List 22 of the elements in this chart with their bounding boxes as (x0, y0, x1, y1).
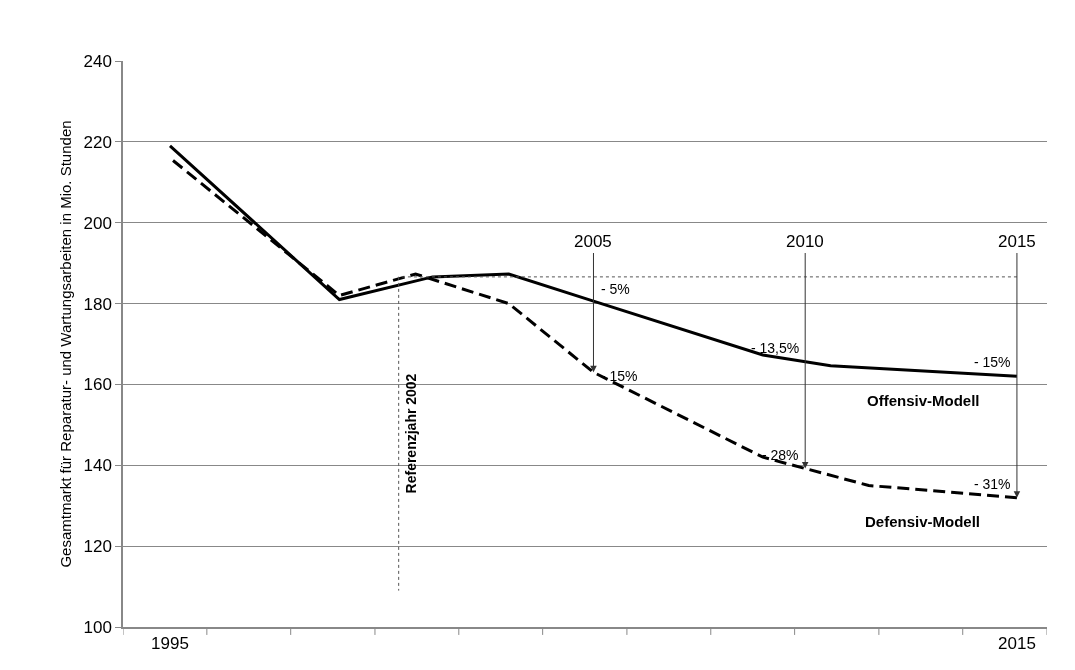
y-tick-label: 180 (83, 294, 112, 314)
annotation: - 13,5% (751, 340, 800, 356)
y-tick-label: 140 (83, 456, 112, 476)
y-axis-title: Gesamtmarkt für Reparatur- und Wartungsarbeiten in Mio. Stunden (57, 120, 75, 568)
x-tick-label: 1995 (151, 634, 189, 654)
series-label: Defensiv-Modell (865, 513, 981, 530)
annotation: - 28% (762, 447, 799, 463)
annotation: - 15% (974, 354, 1011, 370)
annotation: - 5% (601, 281, 630, 297)
annotation: - 15% (601, 368, 638, 384)
y-tick-label: 240 (83, 51, 112, 71)
annotation: 2015 (998, 232, 1036, 251)
y-tick-label: 160 (83, 375, 112, 395)
y-tick-label: 220 (83, 132, 112, 152)
series-label: Offensiv-Modell (867, 392, 980, 409)
y-tick-label: 120 (83, 537, 112, 557)
y-tick-label: 100 (83, 617, 112, 637)
annotation: - 31% (974, 476, 1011, 492)
annotation: 2005 (574, 232, 612, 251)
text: Referenzjahr 2002 (402, 373, 419, 494)
annotation: 2010 (786, 232, 824, 251)
y-tick-label: 200 (83, 213, 112, 233)
